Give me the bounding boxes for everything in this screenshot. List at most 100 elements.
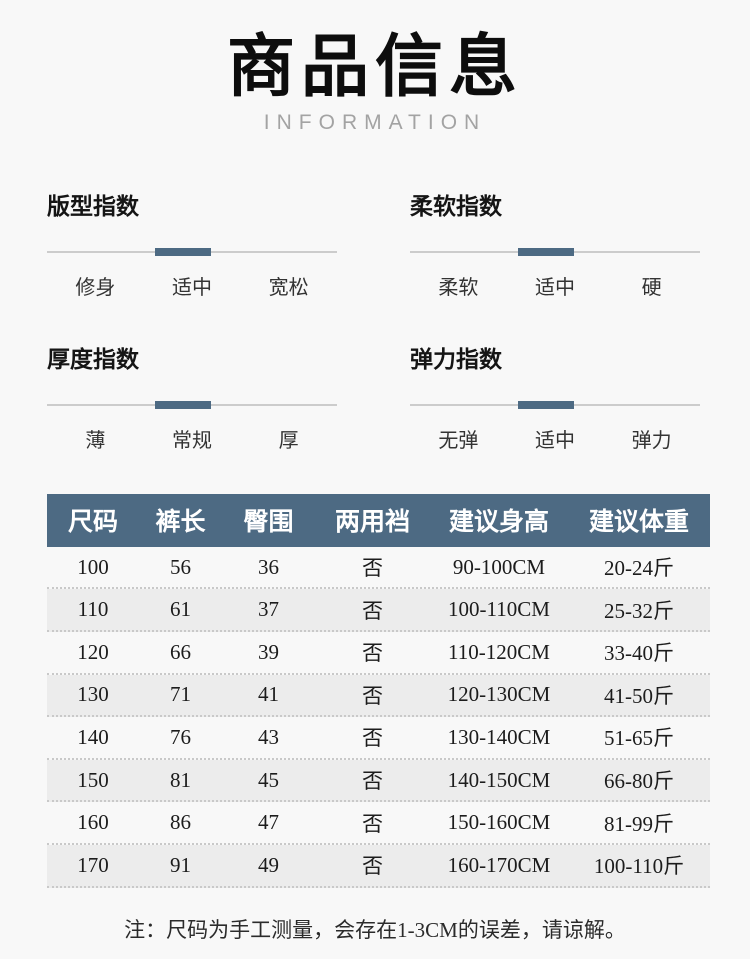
table-row: 170 91 49 否 160-170CM 100-110斤 (47, 844, 710, 888)
page-title: 商品信息 (226, 29, 523, 105)
table-cell: 否 (362, 811, 383, 836)
size-table: 尺码 裤长 臀围 两用裆 建议身高 建议体重 100 56 36 否 90-100CM 20-24斤… (47, 493, 710, 888)
index-label: 宽松 (268, 276, 309, 299)
table-cell: 37 (258, 597, 279, 622)
index-block: 柔软指数 柔软 适中 硬 (410, 187, 700, 300)
index-slider (410, 247, 700, 256)
table-cell: 90-100CM (452, 554, 546, 579)
table-cell: 36 (258, 554, 279, 579)
table-cell: 51-65斤 (604, 726, 674, 751)
table-row: 110 61 37 否 100-110CM 25-32斤 (47, 589, 710, 632)
table-cell: 160-170CM (447, 852, 551, 877)
table-cell: 否 (362, 854, 383, 879)
table-row: 140 76 43 否 130-140CM 51-65斤 (47, 717, 710, 760)
table-header-cell: 尺码 (67, 509, 118, 537)
index-title: 厚度指数 (47, 345, 139, 372)
index-slider-selection (518, 247, 575, 256)
table-cell: 25-32斤 (604, 598, 674, 623)
index-slider (47, 247, 337, 256)
table-header-cell: 两用裆 (334, 509, 410, 537)
table-header-cell: 建议体重 (588, 509, 689, 537)
index-label: 适中 (535, 276, 575, 299)
table-cell: 81 (170, 767, 191, 792)
table-cell: 39 (258, 639, 279, 664)
table-cell: 56 (170, 554, 191, 579)
table-header-cell: 臀围 (243, 509, 294, 537)
index-label: 修身 (75, 276, 116, 299)
table-cell: 91 (170, 852, 191, 877)
table-cell: 否 (362, 598, 383, 623)
table-cell: 49 (258, 852, 279, 877)
table-cell: 130-140CM (447, 724, 551, 749)
table-cell: 81-99斤 (604, 811, 674, 836)
index-labels: 柔软 适中 硬 (410, 271, 700, 300)
table-cell: 140 (77, 724, 109, 749)
index-labels: 薄 常规 厚 (47, 424, 337, 453)
index-label: 无弹 (438, 429, 479, 452)
index-block: 厚度指数 薄 常规 厚 (47, 340, 337, 453)
table-row: 160 86 47 否 150-160CM 81-99斤 (47, 802, 710, 845)
index-title: 柔软指数 (410, 192, 502, 219)
index-label: 硬 (641, 276, 662, 299)
table-header-cell: 裤长 (155, 509, 206, 537)
index-slider-selection (155, 400, 212, 409)
table-row: 150 81 45 否 140-150CM 66-80斤 (47, 759, 710, 803)
table-cell: 否 (362, 769, 383, 794)
table-cell: 140-150CM (447, 767, 551, 792)
table-cell: 否 (362, 726, 383, 751)
index-slider-selection (155, 247, 212, 256)
table-cell: 否 (362, 556, 383, 581)
table-cell: 100-110斤 (593, 854, 685, 879)
index-label: 柔软 (438, 276, 479, 299)
table-cell: 170 (77, 852, 109, 877)
table-cell: 否 (362, 683, 383, 708)
page-subtitle: INFORMATION (263, 110, 487, 134)
size-table-body: 100 56 36 否 90-100CM 20-24斤 110 61 37 否 100-110CM 2… (47, 547, 710, 888)
table-cell: 33-40斤 (604, 641, 674, 666)
index-title: 版型指数 (47, 192, 139, 219)
table-cell: 61 (170, 597, 191, 622)
table-cell: 41-50斤 (604, 683, 674, 708)
index-block: 弹力指数 无弹 适中 弹力 (410, 340, 700, 453)
index-label: 弹力 (631, 429, 672, 452)
table-cell: 20-24斤 (604, 556, 674, 581)
index-label: 适中 (535, 429, 575, 452)
page-header: 商品信息 INFORMATION (0, 0, 750, 135)
table-cell: 41 (258, 682, 279, 707)
table-cell: 66 (170, 639, 191, 664)
table-cell: 45 (258, 767, 279, 792)
table-cell: 150 (77, 767, 109, 792)
table-header-cell: 建议身高 (448, 509, 549, 537)
index-slider (47, 400, 337, 409)
table-row: 100 56 36 否 90-100CM 20-24斤 (47, 547, 710, 590)
index-title: 弹力指数 (410, 345, 502, 372)
index-labels: 无弹 适中 弹力 (410, 424, 700, 453)
table-cell: 100-110CM (448, 597, 550, 622)
table-cell: 110 (77, 597, 109, 622)
index-label: 常规 (172, 429, 212, 452)
index-slider-selection (518, 400, 575, 409)
table-cell: 47 (258, 810, 279, 835)
table-cell: 130 (77, 682, 109, 707)
table-cell: 否 (362, 641, 383, 666)
table-row: 120 66 39 否 110-120CM 33-40斤 (47, 632, 710, 675)
index-block: 版型指数 修身 适中 宽松 (47, 187, 337, 300)
index-labels: 修身 适中 宽松 (47, 271, 337, 300)
table-cell: 76 (170, 724, 191, 749)
table-cell: 86 (170, 810, 191, 835)
table-cell: 110-120CM (448, 639, 550, 664)
table-cell: 160 (77, 810, 109, 835)
index-slider (410, 400, 700, 409)
index-label: 薄 (85, 429, 106, 452)
size-table-header-row: 尺码 裤长 臀围 两用裆 建议身高 建议体重 (47, 493, 710, 547)
table-row: 130 71 41 否 120-130CM 41-50斤 (47, 674, 710, 718)
table-cell: 71 (170, 682, 191, 707)
table-cell: 120-130CM (447, 682, 551, 707)
index-label: 适中 (172, 276, 212, 299)
index-label: 厚 (278, 429, 299, 452)
measurement-note: 注：尺码为手工测量，会存在1-3CM的误差，请谅解。 (124, 917, 626, 942)
table-cell: 150-160CM (447, 810, 551, 835)
table-cell: 43 (258, 724, 279, 749)
table-cell: 66-80斤 (604, 769, 674, 794)
